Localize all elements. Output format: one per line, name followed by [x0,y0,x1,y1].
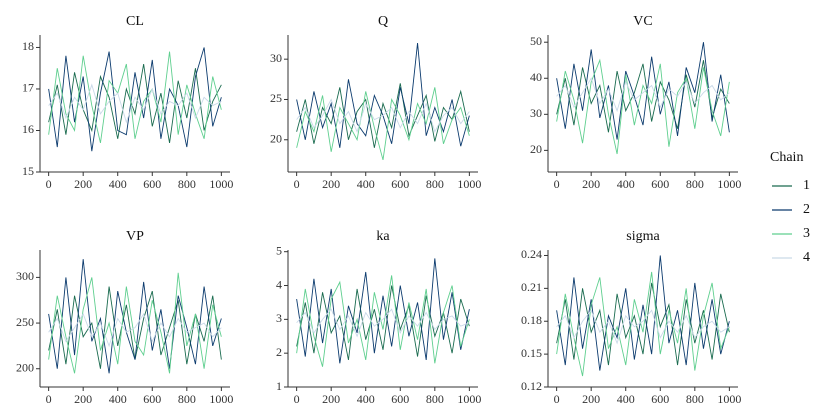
y-tick-label: 250 [16,315,34,329]
x-tick-label: 1000 [717,177,741,191]
x-tick-label: 800 [426,392,444,406]
x-tick-label: 800 [686,392,704,406]
x-tick-label: 800 [178,177,196,191]
x-tick-label: 600 [391,392,409,406]
y-tick-label: 17 [22,81,34,95]
x-tick-label: 400 [617,177,635,191]
trace-line [48,51,222,144]
x-tick-label: 800 [178,392,196,406]
x-tick-label: 600 [143,392,161,406]
x-tick-label: 200 [74,177,92,191]
x-tick-label: 800 [686,177,704,191]
trace-line [296,258,470,364]
x-tick-label: 200 [322,392,340,406]
trace-line [296,308,470,338]
y-tick-label: 50 [530,34,542,48]
trace-line [296,285,470,361]
x-tick-label: 0 [294,177,300,191]
x-tick-label: 1000 [209,177,233,191]
y-tick-label: 200 [16,360,34,374]
trace-line [48,312,222,348]
y-tick-label: 300 [16,269,34,283]
legend-label: 2 [803,202,810,217]
legend-label: 1 [803,178,810,193]
trace-line [48,272,222,374]
y-tick-label: 0.24 [521,247,542,261]
trace-line [556,282,730,366]
panel-title: VC [633,14,652,29]
x-tick-label: 0 [554,392,560,406]
x-tick-label: 200 [582,392,600,406]
x-tick-label: 1000 [209,392,233,406]
trace-line [48,83,222,124]
x-tick-label: 0 [294,392,300,406]
x-tick-label: 600 [651,392,669,406]
x-tick-label: 200 [74,392,92,406]
panel-title: ka [376,229,390,244]
y-tick-label: 15 [22,164,34,178]
x-tick-label: 800 [426,177,444,191]
y-tick-label: 0.15 [521,346,542,360]
trace-line [556,42,730,140]
x-tick-label: 600 [143,177,161,191]
x-tick-label: 0 [554,177,560,191]
trace-line [556,60,730,133]
y-tick-label: 18 [22,39,34,53]
trace-line [296,275,470,367]
x-tick-label: 400 [617,392,635,406]
trace-line [556,255,730,371]
panel-title: CL [126,14,144,29]
trace-line [556,77,730,113]
x-tick-label: 400 [109,392,127,406]
x-tick-label: 1000 [717,392,741,406]
y-tick-label: 0.18 [521,313,542,327]
y-tick-label: 40 [530,70,542,84]
y-tick-label: 30 [530,106,542,120]
y-tick-label: 20 [270,132,282,146]
y-tick-label: 16 [22,122,34,136]
legend-label: 4 [803,250,810,265]
x-tick-label: 0 [46,177,52,191]
x-tick-label: 1000 [457,177,481,191]
y-tick-label: 25 [270,91,282,105]
y-tick-label: 0.12 [521,379,542,393]
panel-title: Q [378,14,388,29]
trace-line [556,309,730,345]
x-tick-label: 600 [651,177,669,191]
x-tick-label: 600 [391,177,409,191]
x-tick-label: 400 [357,177,375,191]
panel-title: VP [126,229,144,244]
trace-line [296,98,470,134]
legend-title: Chain [770,150,803,165]
y-tick-label: 4 [276,277,282,291]
trace-line [48,63,222,144]
y-tick-label: 20 [530,142,542,156]
y-tick-label: 0.21 [521,280,542,294]
y-tick-label: 30 [270,51,282,65]
x-tick-label: 400 [357,392,375,406]
y-tick-label: 3 [276,311,282,325]
trace-line [296,87,470,161]
trace-line [556,271,730,377]
x-tick-label: 200 [322,177,340,191]
x-tick-label: 0 [46,392,52,406]
y-tick-label: 1 [276,379,282,393]
legend-label: 3 [803,226,810,241]
x-tick-label: 400 [109,177,127,191]
x-tick-label: 1000 [457,392,481,406]
trace-line [556,58,730,155]
panel-title: sigma [626,229,660,244]
x-tick-label: 200 [582,177,600,191]
y-tick-label: 5 [276,243,282,257]
y-tick-label: 2 [276,345,282,359]
